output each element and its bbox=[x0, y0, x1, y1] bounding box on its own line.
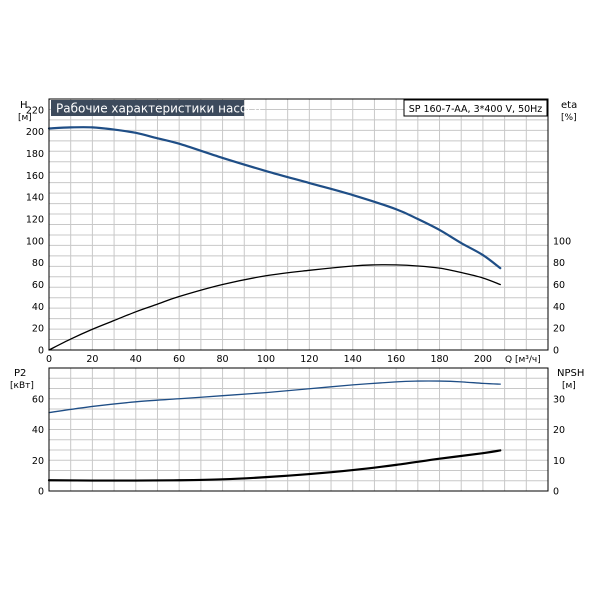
lower-right-tick-label: 10 bbox=[553, 456, 565, 467]
upper-chart-frame bbox=[48, 98, 549, 351]
upper-left-tick-label: 140 bbox=[26, 193, 44, 204]
lower-left-axis-label: P2 bbox=[14, 368, 26, 379]
x-tick-label: 40 bbox=[130, 354, 142, 365]
upper-right-tick-label: 80 bbox=[553, 258, 565, 269]
upper-right-axis-label: eta bbox=[561, 100, 577, 111]
lower-chart-series bbox=[47, 380, 502, 482]
upper-left-tick-label: 0 bbox=[38, 346, 44, 357]
lower-right-tick-label: 20 bbox=[553, 425, 565, 436]
lower-left-tick-label: 40 bbox=[32, 425, 44, 436]
upper-left-tick-label: 160 bbox=[26, 171, 44, 182]
tick-labels: 0 20 40 60 80 100 120 140 160 180 2000204060801001… bbox=[26, 105, 571, 497]
upper-left-tick-label: 180 bbox=[26, 149, 44, 160]
upper-right-tick-label: 60 bbox=[553, 280, 565, 291]
lower-left-tick-label: 20 bbox=[32, 456, 44, 467]
x-tick-label: 120 bbox=[300, 354, 318, 365]
upper-right-axis-unit: [%] bbox=[561, 113, 577, 123]
upper-left-axis-unit: [м] bbox=[18, 113, 32, 123]
upper-left-tick-label: 60 bbox=[32, 280, 44, 291]
lower-right-axis-unit: [м] bbox=[562, 381, 576, 391]
x-tick-label: 80 bbox=[217, 354, 229, 365]
chart-title: Рабочие характеристики насоса bbox=[56, 102, 261, 116]
upper-chart-series bbox=[47, 126, 502, 351]
upper-left-tick-label: 200 bbox=[26, 127, 44, 138]
upper-left-axis-label: H bbox=[20, 100, 28, 111]
upper-left-tick-label: 40 bbox=[32, 302, 44, 313]
x-tick-label: 200 bbox=[474, 354, 492, 365]
lower-chart-grid bbox=[49, 368, 548, 491]
lower-series-left-line bbox=[48, 380, 501, 414]
upper-series-right-line bbox=[48, 264, 501, 351]
x-tick-label: 180 bbox=[430, 354, 448, 365]
lower-left-axis-unit: [кВт] bbox=[10, 381, 34, 391]
x-tick-label: 140 bbox=[344, 354, 362, 365]
model-label: SP 160-7-AA, 3*400 V, 50Hz bbox=[409, 104, 543, 115]
lower-right-tick-label: 30 bbox=[553, 394, 565, 405]
upper-right-tick-label: 0 bbox=[553, 346, 559, 357]
upper-left-tick-label: 220 bbox=[26, 105, 44, 116]
chart-title-background bbox=[51, 100, 244, 116]
lower-right-tick-label: 0 bbox=[553, 487, 559, 498]
x-tick-label: 160 bbox=[387, 354, 405, 365]
x-tick-label: 100 bbox=[257, 354, 275, 365]
x-tick-label: 20 bbox=[86, 354, 98, 365]
upper-right-tick-label: 100 bbox=[553, 236, 571, 247]
x-axis-label: Q [м³/ч] bbox=[505, 355, 541, 365]
x-tick-label: 60 bbox=[173, 354, 185, 365]
upper-left-tick-label: 120 bbox=[26, 215, 44, 226]
lower-right-axis-label: NPSH bbox=[557, 368, 584, 379]
x-tick-label: 0 bbox=[46, 354, 52, 365]
upper-chart-grid bbox=[49, 99, 548, 350]
lower-left-tick-label: 0 bbox=[38, 487, 44, 498]
upper-left-tick-label: 100 bbox=[26, 236, 44, 247]
lower-chart-frame bbox=[48, 367, 549, 492]
lower-series-right-line bbox=[47, 449, 502, 482]
model-label-background bbox=[403, 99, 548, 117]
upper-series-left-line bbox=[47, 126, 502, 270]
upper-left-tick-label: 20 bbox=[32, 324, 44, 335]
upper-left-tick-label: 80 bbox=[32, 258, 44, 269]
upper-right-tick-label: 20 bbox=[553, 324, 565, 335]
upper-right-tick-label: 40 bbox=[553, 302, 565, 313]
lower-left-tick-label: 60 bbox=[32, 394, 44, 405]
